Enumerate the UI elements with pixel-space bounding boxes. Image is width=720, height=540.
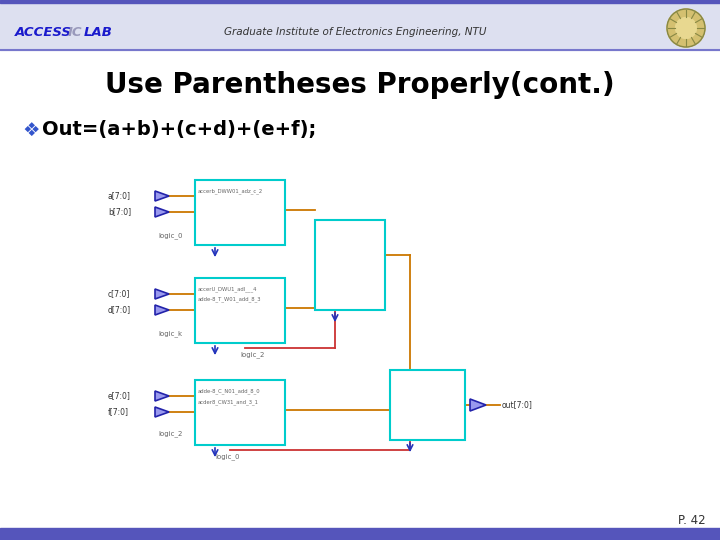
Text: accerb_DWW01_adz_c_2: accerb_DWW01_adz_c_2 (198, 188, 264, 194)
Text: logic_k: logic_k (158, 330, 182, 337)
Text: Use Parentheses Properly(cont.): Use Parentheses Properly(cont.) (105, 71, 615, 99)
Text: logic_0: logic_0 (158, 232, 182, 239)
Text: acder8_CW31_and_3_1: acder8_CW31_and_3_1 (198, 399, 259, 404)
Text: ACCESS: ACCESS (15, 25, 72, 38)
Bar (0, 0, 720, 3)
Polygon shape (155, 407, 169, 417)
Text: f[7:0]: f[7:0] (108, 408, 129, 416)
Text: Graduate Institute of Electronics Engineering, NTU: Graduate Institute of Electronics Engine… (224, 27, 486, 37)
Bar (195, 180, 285, 245)
Text: out[7:0]: out[7:0] (502, 401, 533, 409)
Circle shape (667, 9, 705, 47)
Text: P. 42: P. 42 (678, 515, 706, 528)
Polygon shape (470, 399, 486, 411)
Text: logic_2: logic_2 (158, 430, 182, 437)
Bar (315, 220, 385, 310)
Text: LAB: LAB (84, 25, 113, 38)
Bar (195, 278, 285, 343)
Text: adde-8_C_N01_add_8_0: adde-8_C_N01_add_8_0 (198, 388, 261, 394)
Text: logic_0: logic_0 (215, 453, 240, 460)
Text: a[7:0]: a[7:0] (108, 192, 131, 200)
Text: ❖: ❖ (22, 120, 40, 139)
Polygon shape (155, 191, 169, 201)
Polygon shape (155, 305, 169, 315)
Text: e[7:0]: e[7:0] (108, 392, 131, 401)
Bar (0, 0, 720, 50)
Polygon shape (155, 207, 169, 217)
Polygon shape (155, 289, 169, 299)
Bar (390, 370, 465, 440)
Text: accerU_DWU1_adl___4: accerU_DWU1_adl___4 (198, 286, 258, 292)
Text: c[7:0]: c[7:0] (108, 289, 130, 299)
Bar (195, 380, 285, 445)
Text: Out=(a+b)+(c+d)+(e+f);: Out=(a+b)+(c+d)+(e+f); (42, 120, 316, 139)
Circle shape (675, 17, 696, 38)
Bar (0, 528, 720, 540)
Text: adde-8_T_W01_add_8_3: adde-8_T_W01_add_8_3 (198, 296, 261, 302)
Polygon shape (155, 391, 169, 401)
Text: b[7:0]: b[7:0] (108, 207, 131, 217)
Text: logic_2: logic_2 (240, 351, 264, 357)
Text: IC: IC (68, 25, 83, 38)
Text: d[7:0]: d[7:0] (108, 306, 131, 314)
